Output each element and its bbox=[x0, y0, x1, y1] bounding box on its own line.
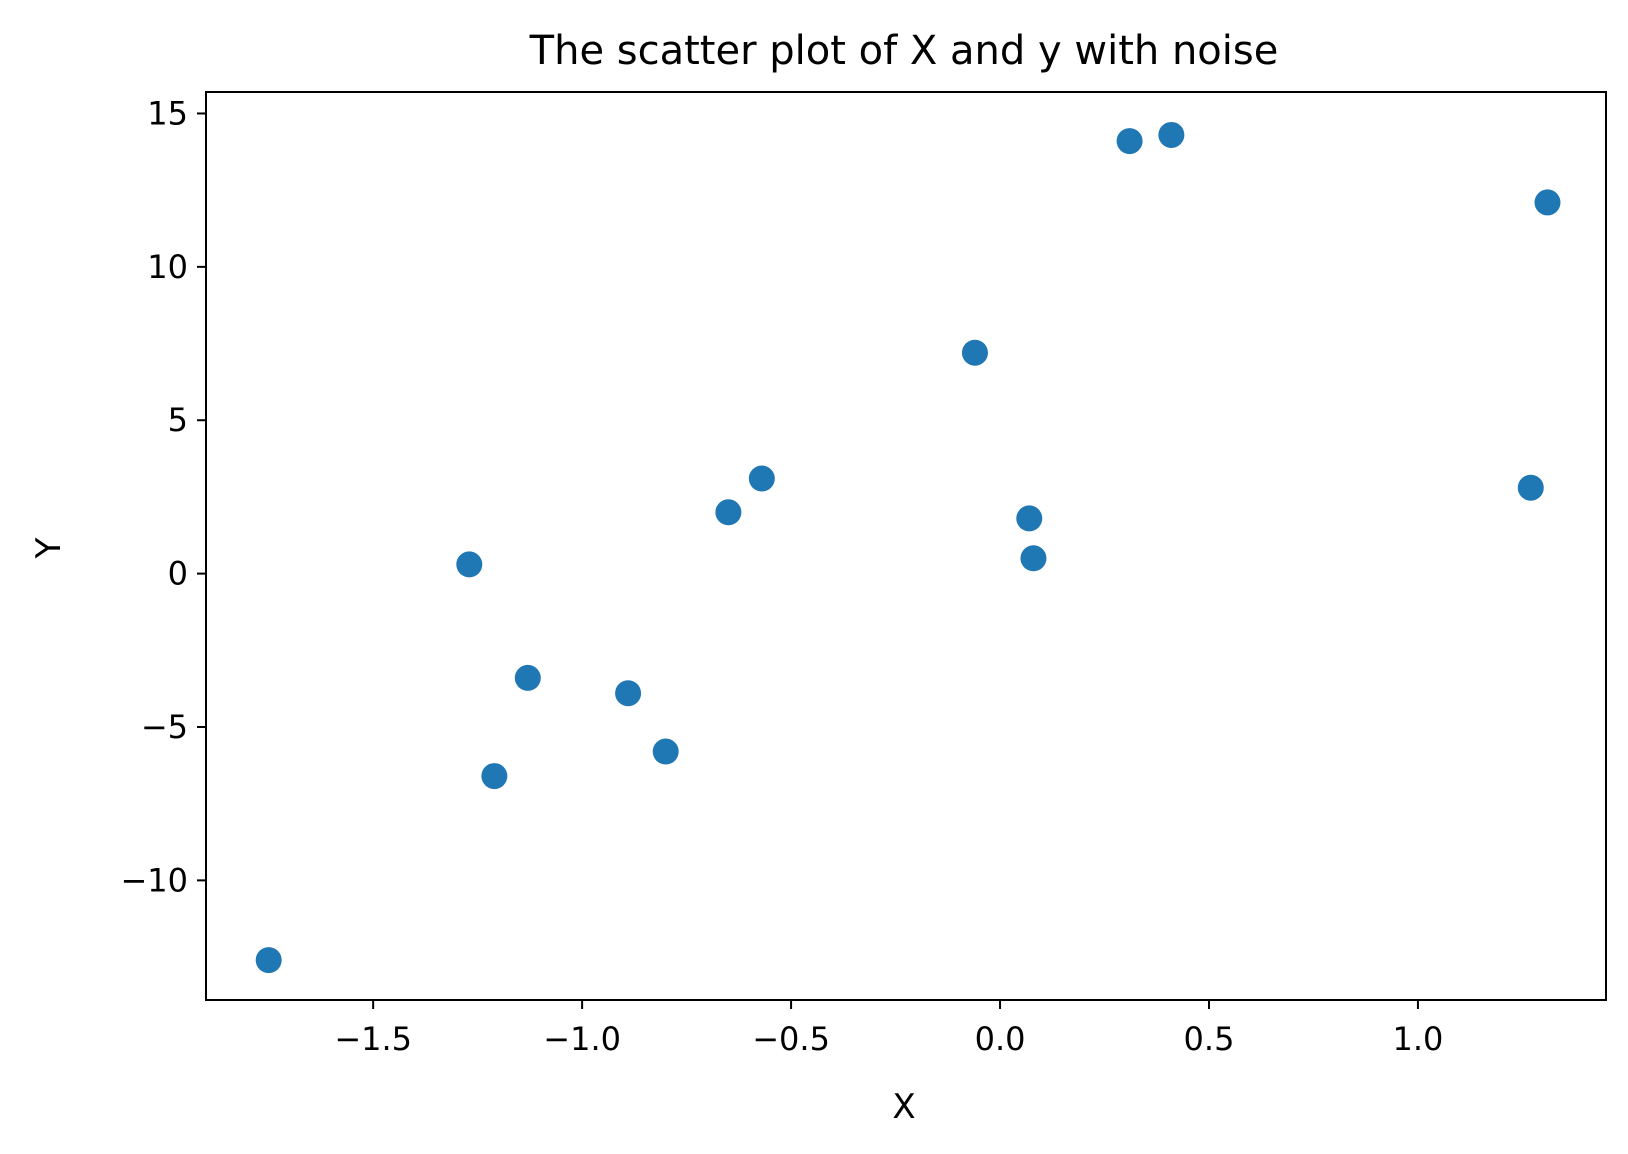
x-tick-label: 1.0 bbox=[1392, 1020, 1443, 1058]
y-axis-ticks: −10 −5 0 5 10 15 bbox=[120, 94, 206, 899]
x-tick-label: 0.0 bbox=[975, 1020, 1026, 1058]
data-point bbox=[255, 947, 282, 974]
x-tick-label: −0.5 bbox=[752, 1020, 830, 1058]
y-axis-label: Y bbox=[29, 537, 69, 559]
y-tick-label: 0 bbox=[168, 555, 188, 593]
data-point bbox=[1534, 189, 1561, 216]
data-point bbox=[961, 339, 988, 366]
data-point bbox=[1020, 545, 1047, 572]
x-axis-ticks: −1.5 −1.0 −0.5 0.0 0.5 1.0 bbox=[334, 1000, 1443, 1058]
data-point bbox=[615, 680, 642, 707]
points-layer bbox=[255, 121, 1561, 974]
y-tick-label: 15 bbox=[147, 94, 188, 132]
data-point bbox=[1158, 121, 1185, 148]
x-tick-label: −1.0 bbox=[543, 1020, 621, 1058]
y-tick-label: 5 bbox=[168, 401, 188, 439]
data-point bbox=[481, 763, 508, 790]
data-point bbox=[514, 664, 541, 691]
x-axis-label: X bbox=[892, 1087, 915, 1127]
y-tick-label: −5 bbox=[141, 708, 188, 746]
data-point bbox=[456, 551, 483, 578]
data-point bbox=[1116, 128, 1143, 155]
y-tick-label: −10 bbox=[120, 861, 188, 899]
data-point bbox=[652, 738, 679, 765]
x-tick-label: −1.5 bbox=[334, 1020, 412, 1058]
data-point bbox=[748, 465, 775, 492]
plot-frame bbox=[205, 91, 1607, 1001]
data-point bbox=[715, 499, 742, 526]
y-tick-label: 10 bbox=[147, 248, 188, 286]
data-point bbox=[1016, 505, 1043, 532]
data-point bbox=[1517, 474, 1544, 501]
x-tick-label: 0.5 bbox=[1184, 1020, 1235, 1058]
chart-title: The scatter plot of X and y with noise bbox=[529, 28, 1279, 74]
